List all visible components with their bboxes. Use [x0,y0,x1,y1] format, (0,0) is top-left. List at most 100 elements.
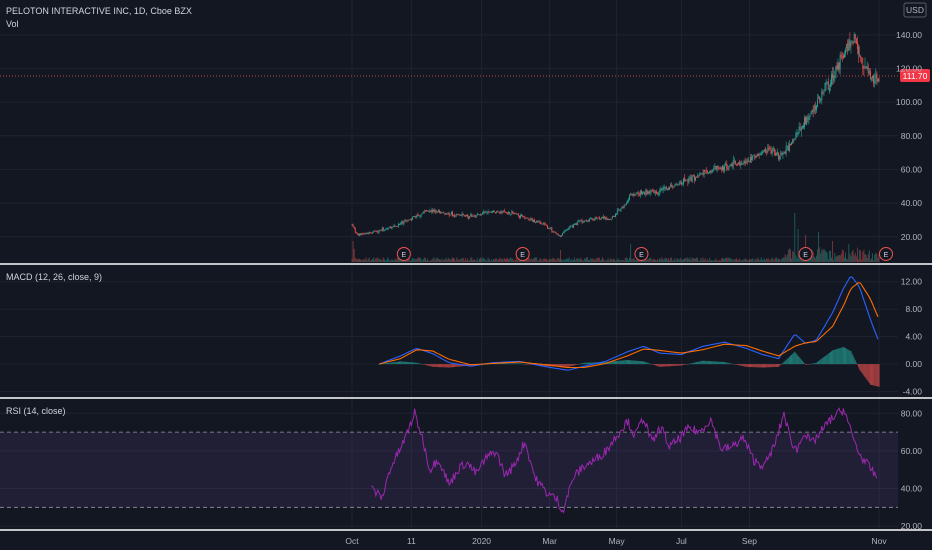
candle-body [356,233,358,234]
macd-histogram-bar [393,362,395,365]
candle-body [760,152,762,155]
macd-histogram-bar [454,364,456,368]
candle-body [459,215,461,216]
candle-body [593,219,595,221]
rsi-tick-label: 20.00 [901,521,923,531]
volume-bar [731,259,733,262]
macd-histogram-bar [663,364,665,367]
macd-histogram-bar [834,349,836,365]
macd-histogram-bar [733,364,735,365]
currency-badge[interactable] [903,2,927,18]
volume-bar [512,258,514,262]
candle-body [795,133,797,139]
macd-histogram-bar [435,364,437,367]
volume-bar [373,257,375,262]
volume-bar [787,249,789,262]
volume-bar [420,258,422,262]
candle-body [734,160,736,164]
macd-histogram-bar [391,362,393,365]
volume-bar [503,258,505,262]
macd-histogram-bar [514,363,516,365]
candle-body [766,151,768,153]
volume-bar [413,258,415,262]
candle-body [588,220,589,222]
candle-body [417,214,419,216]
currency-label[interactable]: USD [906,5,924,15]
macd-histogram-bar [652,364,654,365]
candle-body [630,194,632,195]
volume-bar [724,258,726,262]
macd-histogram-bar [628,360,629,365]
candle-body [779,156,781,160]
volume-bar [540,258,542,262]
volume-bar [595,258,597,262]
macd-histogram-bar [854,360,856,365]
macd-histogram-bar [620,360,622,365]
candle-body [367,232,369,234]
macd-histogram-bar [664,364,666,367]
candle-body [868,71,870,73]
time-axis[interactable]: Oct 11 2020 Mar May Jul Sep Nov [345,536,887,546]
macd-histogram-bar [845,348,847,365]
macd-histogram-bar [510,363,512,365]
candle-body [658,192,660,195]
time-tick-label: 2020 [472,536,491,546]
macd-histogram-bar [747,364,749,367]
candle-body [596,217,598,219]
macd-histogram-bar [839,347,841,365]
earnings-marker-label: E [402,252,407,259]
candle-body [476,214,478,215]
volume-bar [537,260,539,262]
macd-histogram-bar [378,364,380,365]
macd-histogram-bar [580,363,582,365]
macd-histogram-bar [649,363,651,365]
volume-bar [730,258,732,262]
volume-bar [510,257,512,262]
candle-body [380,230,382,231]
macd-histogram-bar [858,364,859,368]
macd-histogram-bar [457,364,459,367]
candle-body [361,233,363,236]
volume-bar [497,260,499,262]
volume-bar [414,258,416,262]
volume-bar [791,258,793,262]
volume-bar [701,259,703,262]
candle-body [364,233,366,234]
candle-body [862,64,864,69]
macd-histogram-bar [385,363,386,365]
candle-body [645,190,647,195]
macd-histogram-bar [754,364,756,368]
macd-histogram-bar [841,347,843,365]
volume-bar [707,260,709,262]
candle-body [660,188,662,191]
volume-bar [738,259,740,262]
macd-histogram-bar [718,361,720,365]
candle-body [469,216,471,219]
macd-histogram-bar [421,364,423,365]
macd-histogram-bar [707,361,709,365]
macd-histogram-bar [714,361,716,365]
macd-histogram-bar [827,353,829,365]
volume-bar [660,259,662,262]
volume-bar [785,256,787,262]
volume-bar [856,247,858,262]
candle-body [605,217,607,220]
macd-histogram-bar [842,346,844,365]
volume-bar [468,260,470,262]
candle-body [822,92,824,94]
candle-body [387,228,389,230]
candle-body [770,149,772,155]
volume-bar [725,257,727,262]
volume-bar [771,257,773,262]
candle-body [864,66,866,67]
price-tick-label: 120.00 [896,63,922,73]
volume-bar [352,241,354,262]
macd-histogram-bar [757,364,759,368]
candle-body [431,209,433,213]
volume-bar [385,260,386,262]
candle-body [434,209,436,213]
candle-body [646,190,648,195]
macd-histogram-bar [783,361,785,365]
candle-body [697,175,699,177]
